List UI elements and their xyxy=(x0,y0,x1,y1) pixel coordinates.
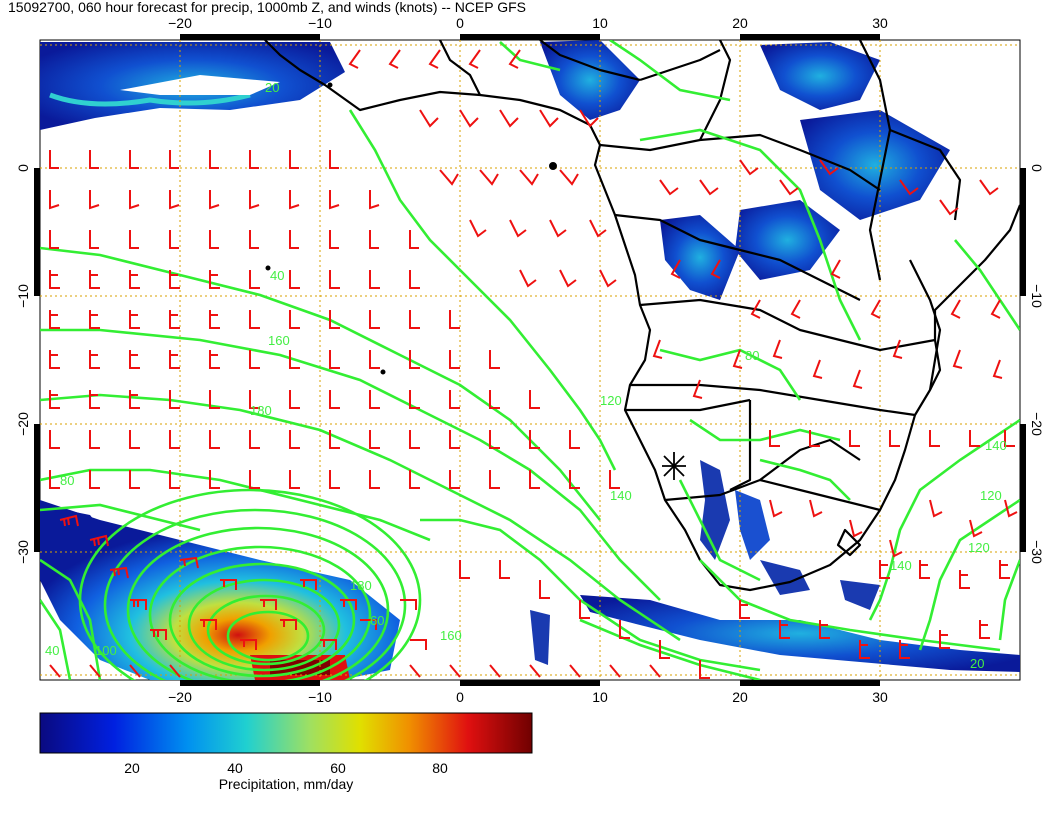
contour-label: 120 xyxy=(980,488,1002,503)
contour-label: 140 xyxy=(985,438,1007,453)
lat-tick-label: −10 xyxy=(1029,284,1045,308)
lon-tick-label: 30 xyxy=(872,15,888,31)
contour-label: 160 xyxy=(268,333,290,348)
map-panel: 160 180 180 160 140 140 120 120 140 120 … xyxy=(34,34,1026,686)
contour-label: 120 xyxy=(600,393,622,408)
lon-tick-label: −20 xyxy=(168,689,192,705)
lon-tick-label: −20 xyxy=(168,15,192,31)
lon-tick-label: 30 xyxy=(872,689,888,705)
lon-tick-label: 20 xyxy=(732,15,748,31)
contour-label: 40 xyxy=(270,268,284,283)
contour-label: 180 xyxy=(350,578,372,593)
lon-tick-labels-bottom: −20 −10 0 10 20 30 xyxy=(168,689,888,705)
contour-label: 140 xyxy=(610,488,632,503)
contour-label: 20 xyxy=(265,80,279,95)
contour-label: 80 xyxy=(745,348,759,363)
islands xyxy=(265,82,557,375)
map-grid xyxy=(40,40,1020,680)
contour-label: 140 xyxy=(890,558,912,573)
lat-tick-label: −20 xyxy=(1029,412,1045,436)
lat-tick-label: −10 xyxy=(15,284,31,308)
lon-tick-labels-top: −20 −10 0 10 20 30 xyxy=(168,15,888,31)
lon-tick-label: −10 xyxy=(308,689,332,705)
asterisk-marker-icon xyxy=(662,452,686,480)
contour-label: 180 xyxy=(250,403,272,418)
lat-tick-label: −30 xyxy=(15,540,31,564)
contour-labels: 160 180 180 160 140 140 120 120 140 120 … xyxy=(45,80,1007,671)
map-title: 15092700, 060 hour forecast for precip, … xyxy=(8,0,526,15)
colorbar-tick-label: 60 xyxy=(330,760,346,776)
contour-label: 60 xyxy=(370,613,384,628)
contour-label: 120 xyxy=(968,540,990,555)
lon-tick-label: 0 xyxy=(456,689,464,705)
contour-label: 40 xyxy=(45,643,59,658)
lat-tick-label: −30 xyxy=(1029,540,1045,564)
contour-label: 80 xyxy=(60,473,74,488)
lon-tick-label: −10 xyxy=(308,15,332,31)
colorbar: 20 40 60 80 Precipitation, mm/day xyxy=(39,712,533,792)
colorbar-label: Precipitation, mm/day xyxy=(219,776,354,792)
contour-label: 20 xyxy=(970,656,984,671)
lat-tick-label: 0 xyxy=(1029,164,1045,172)
lon-tick-label: 0 xyxy=(456,15,464,31)
lon-tick-label: 10 xyxy=(592,689,608,705)
lat-tick-labels-right: 0 −10 −20 −30 xyxy=(1029,164,1045,564)
colorbar-tick-label: 40 xyxy=(227,760,243,776)
contour-label: 100 xyxy=(95,643,117,658)
wind-barbs xyxy=(49,49,1018,679)
lon-tick-label: 20 xyxy=(732,689,748,705)
colorbar-tick-label: 80 xyxy=(432,760,448,776)
axis-frame-bars xyxy=(34,34,1026,686)
lat-tick-labels-left: 0 −10 −20 −30 xyxy=(15,164,31,564)
colorbar-tick-label: 20 xyxy=(124,760,140,776)
lon-tick-label: 10 xyxy=(592,15,608,31)
lat-tick-label: 0 xyxy=(15,164,31,172)
pressure-contours xyxy=(40,40,1020,680)
colorbar-scale xyxy=(39,712,533,754)
lat-tick-label: −20 xyxy=(15,412,31,436)
contour-label: 160 xyxy=(440,628,462,643)
